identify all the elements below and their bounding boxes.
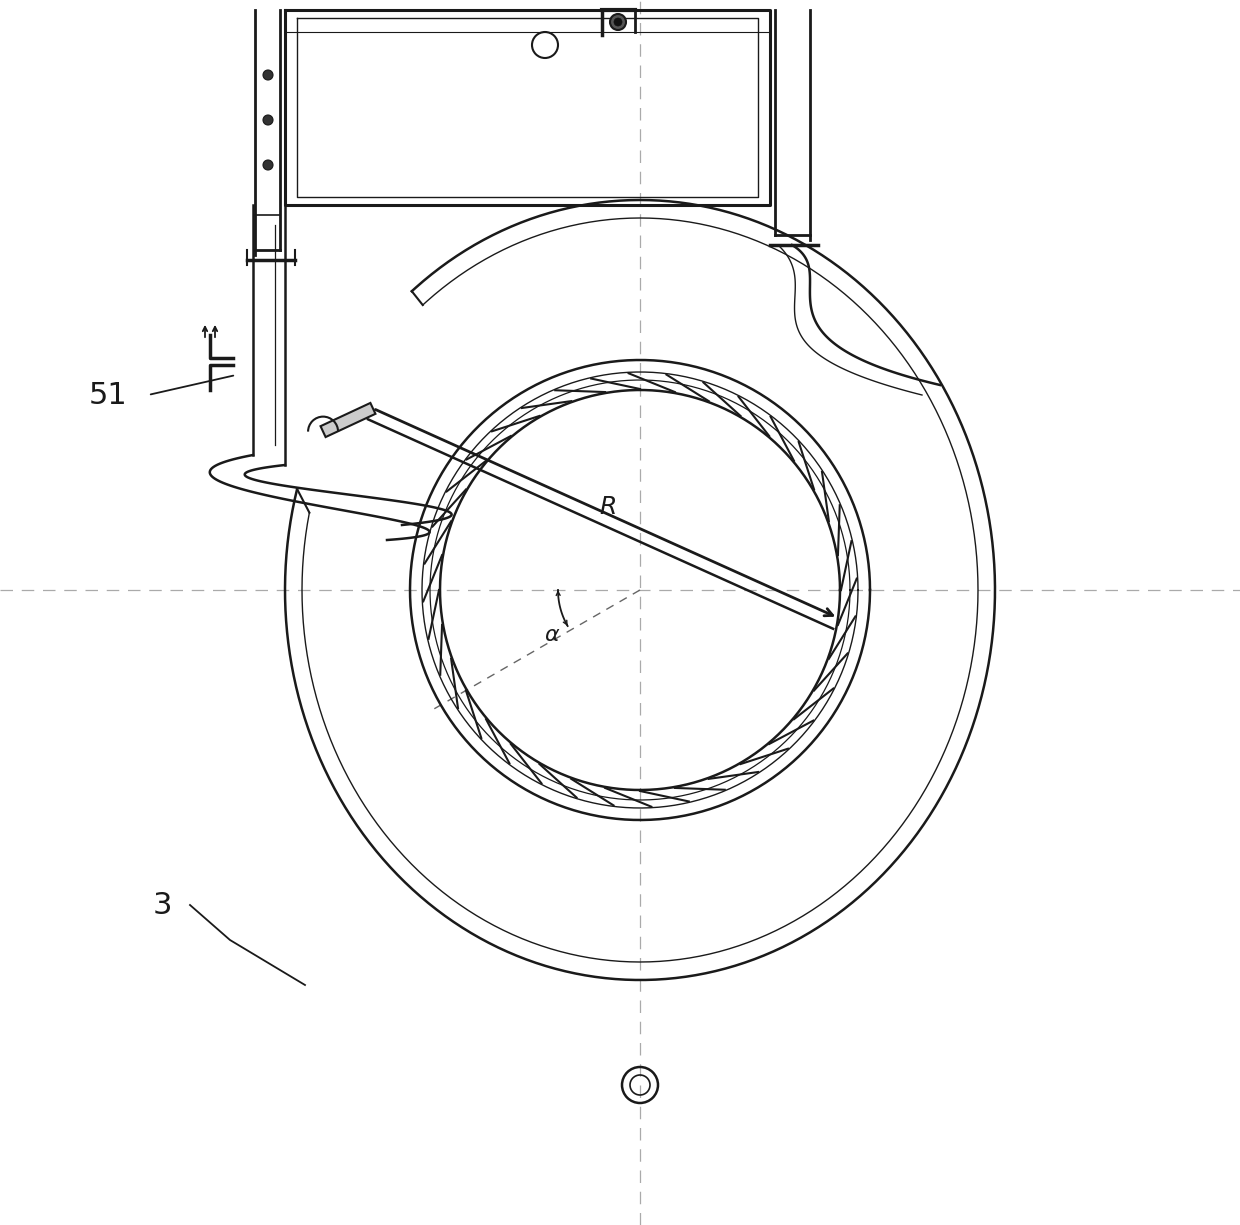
Circle shape (614, 18, 622, 26)
Polygon shape (321, 403, 376, 437)
Text: α: α (544, 625, 559, 646)
Circle shape (263, 115, 273, 125)
Circle shape (610, 13, 626, 29)
Text: R: R (599, 495, 616, 518)
Circle shape (263, 70, 273, 80)
Text: 51: 51 (88, 381, 128, 409)
Circle shape (263, 160, 273, 170)
Text: 3: 3 (153, 891, 172, 920)
